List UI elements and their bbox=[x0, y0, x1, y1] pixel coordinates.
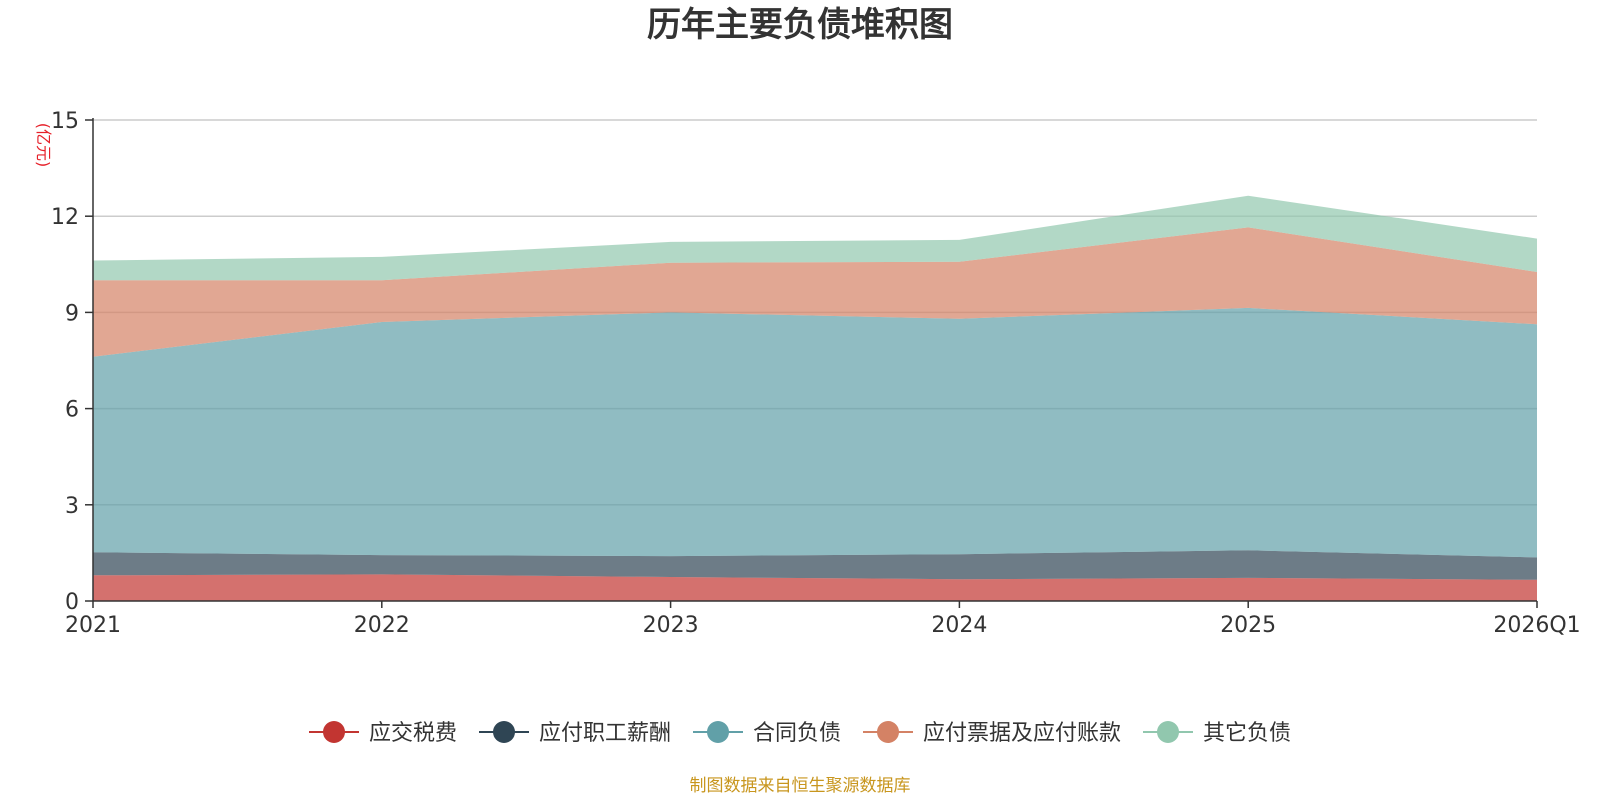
y-axis-ticks: 0 3 6 9 12 15 bbox=[51, 109, 93, 615]
y-tick-label: 12 bbox=[51, 205, 79, 230]
legend-circle-marker bbox=[877, 721, 899, 743]
legend-item-5[interactable]: 其它负债 bbox=[1143, 721, 1291, 746]
x-tick-label: 2021 bbox=[65, 613, 121, 638]
legend-item-1[interactable]: 应交税费 bbox=[309, 721, 457, 746]
area-series-group bbox=[93, 195, 1537, 601]
legend-label: 应付票据及应付账款 bbox=[923, 721, 1121, 746]
area-series-1 bbox=[93, 574, 1537, 601]
chart-title: 历年主要负债堆积图 bbox=[647, 5, 953, 45]
y-tick-label: 6 bbox=[65, 398, 79, 423]
y-tick-label: 9 bbox=[65, 301, 79, 326]
legend-label: 其它负债 bbox=[1203, 721, 1291, 746]
legend-circle-marker bbox=[707, 721, 729, 743]
legend-circle-marker bbox=[493, 721, 515, 743]
legend-item-2[interactable]: 应付职工薪酬 bbox=[479, 721, 671, 746]
legend-label: 合同负债 bbox=[753, 721, 841, 746]
x-tick-label: 2022 bbox=[354, 613, 410, 638]
y-tick-label: 0 bbox=[65, 590, 79, 615]
legend-item-4[interactable]: 应付票据及应付账款 bbox=[863, 721, 1121, 746]
x-axis-ticks: 2021 2022 2023 2024 2025 2026Q1 bbox=[65, 601, 1581, 638]
axes bbox=[92, 118, 1537, 602]
legend-label: 应交税费 bbox=[369, 721, 457, 746]
legend-label: 应付职工薪酬 bbox=[539, 721, 671, 746]
y-tick-label: 3 bbox=[65, 494, 79, 519]
area-series-4 bbox=[93, 227, 1537, 357]
y-axis-unit-label: (亿元) bbox=[34, 123, 53, 168]
legend-circle-marker bbox=[323, 721, 345, 743]
x-tick-label: 2026Q1 bbox=[1493, 613, 1580, 638]
legend: 应交税费 应付职工薪酬 合同负债 应付票据及应付账款 其它负债 bbox=[309, 721, 1291, 746]
x-tick-label: 2024 bbox=[931, 613, 987, 638]
area-series-2 bbox=[93, 550, 1537, 580]
legend-item-3[interactable]: 合同负债 bbox=[693, 721, 841, 746]
source-note: 制图数据来自恒生聚源数据库 bbox=[690, 776, 911, 796]
y-tick-label: 15 bbox=[51, 109, 79, 134]
area-series-3 bbox=[93, 307, 1537, 558]
area-series-5 bbox=[93, 195, 1537, 281]
x-tick-label: 2023 bbox=[643, 613, 699, 638]
legend-circle-marker bbox=[1157, 721, 1179, 743]
x-tick-label: 2025 bbox=[1220, 613, 1276, 638]
